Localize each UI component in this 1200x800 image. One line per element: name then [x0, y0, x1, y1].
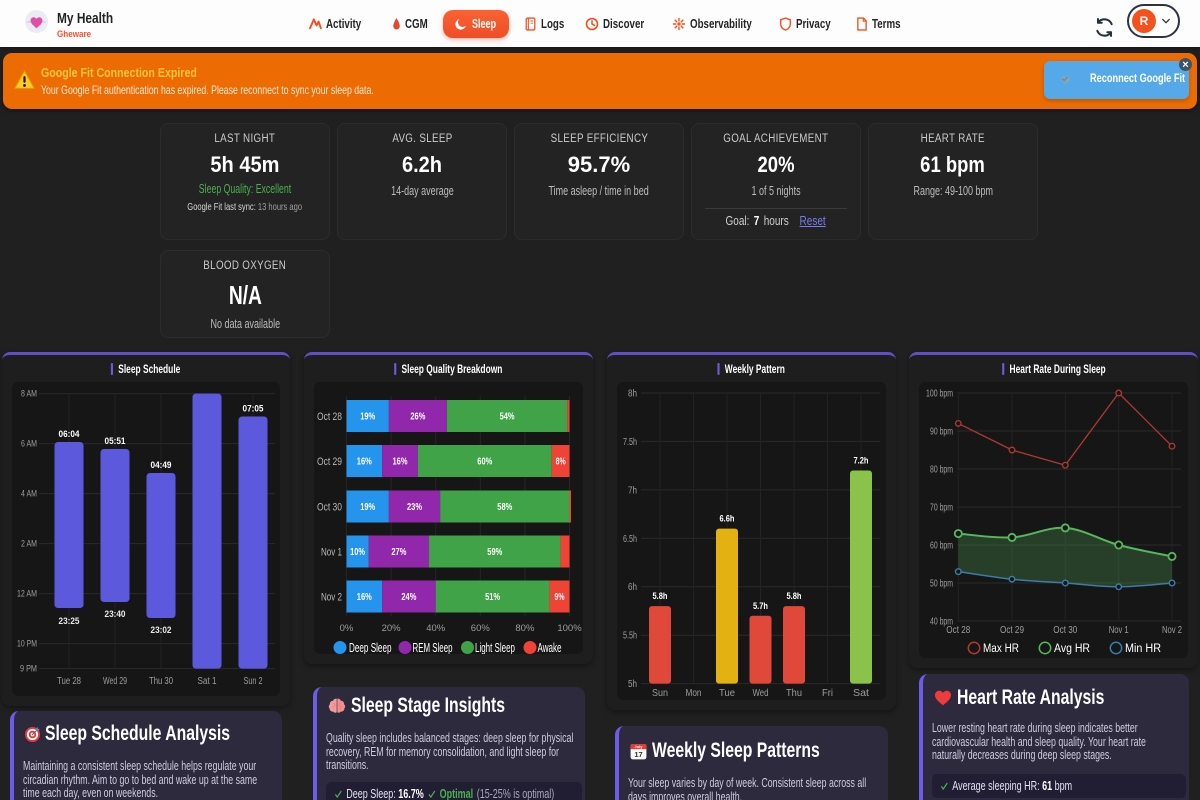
svg-text:Oct 28: Oct 28	[317, 411, 342, 423]
svg-text:27%: 27%	[391, 547, 406, 558]
svg-text:60%: 60%	[477, 457, 492, 468]
svg-text:10 PM: 10 PM	[17, 639, 37, 650]
svg-text:Mon: Mon	[686, 688, 702, 699]
svg-text:2 AM: 2 AM	[21, 539, 37, 550]
svg-text:Nov 1: Nov 1	[1109, 624, 1129, 636]
svg-text:Oct 30: Oct 30	[317, 502, 342, 514]
svg-text:5.8h: 5.8h	[653, 591, 668, 602]
svg-text:Oct 28: Oct 28	[946, 624, 970, 636]
svg-text:4 AM: 4 AM	[21, 489, 37, 500]
svg-text:Nov 1: Nov 1	[321, 547, 342, 559]
svg-text:16%: 16%	[357, 592, 372, 603]
svg-text:54%: 54%	[500, 412, 515, 423]
svg-text:Thu 30: Thu 30	[149, 676, 173, 687]
svg-text:Min HR: Min HR	[1125, 643, 1161, 655]
svg-text:7h: 7h	[628, 485, 637, 496]
svg-text:6h: 6h	[628, 582, 637, 593]
svg-text:Fri: Fri	[822, 688, 833, 699]
svg-text:90 bpm: 90 bpm	[930, 427, 953, 438]
svg-text:58%: 58%	[497, 502, 512, 513]
svg-text:5h: 5h	[628, 679, 637, 690]
svg-text:Oct 29: Oct 29	[317, 456, 342, 468]
svg-text:26%: 26%	[410, 412, 425, 423]
svg-text:19%: 19%	[360, 502, 375, 513]
svg-text:Oct 29: Oct 29	[1000, 624, 1024, 636]
svg-text:24%: 24%	[401, 592, 416, 603]
svg-text:9 PM: 9 PM	[20, 664, 37, 675]
svg-text:07:05: 07:05	[243, 404, 265, 415]
svg-text:Nov 2: Nov 2	[1162, 624, 1182, 636]
svg-text:Awake: Awake	[538, 641, 562, 654]
svg-text:Nov 2: Nov 2	[321, 592, 342, 604]
svg-text:23:40: 23:40	[105, 609, 126, 620]
svg-text:16%: 16%	[357, 457, 372, 468]
svg-text:60%: 60%	[471, 623, 491, 634]
svg-text:Thu: Thu	[786, 688, 802, 699]
svg-text:Tue 28: Tue 28	[57, 676, 81, 687]
svg-text:60 bpm: 60 bpm	[930, 541, 953, 552]
svg-text:6 AM: 6 AM	[21, 439, 37, 450]
svg-text:Sun 2: Sun 2	[244, 676, 263, 687]
svg-text:5.5h: 5.5h	[623, 631, 637, 642]
svg-text:0%: 0%	[340, 623, 354, 634]
svg-text:7.2h: 7.2h	[854, 456, 869, 467]
svg-text:100 bpm: 100 bpm	[926, 389, 953, 400]
svg-text:70 bpm: 70 bpm	[930, 503, 953, 514]
svg-text:Wed: Wed	[753, 688, 769, 699]
svg-text:51%: 51%	[485, 592, 500, 603]
svg-text:7.5h: 7.5h	[623, 437, 637, 448]
svg-text:59%: 59%	[487, 547, 502, 558]
svg-text:23:25: 23:25	[59, 616, 81, 627]
svg-text:8h: 8h	[628, 389, 637, 400]
svg-text:50 bpm: 50 bpm	[930, 579, 953, 590]
svg-text:Avg HR: Avg HR	[1054, 643, 1090, 655]
svg-text:40 bpm: 40 bpm	[930, 617, 953, 628]
svg-text:Sat 1: Sat 1	[198, 676, 217, 687]
svg-text:23%: 23%	[407, 502, 422, 513]
svg-text:06:04: 06:04	[59, 429, 81, 440]
svg-text:5.7h: 5.7h	[753, 601, 768, 612]
svg-text:20%: 20%	[382, 623, 402, 634]
svg-text:10%: 10%	[350, 547, 365, 558]
svg-text:Sat: Sat	[853, 688, 869, 699]
svg-text:16%: 16%	[393, 457, 408, 468]
svg-text:80 bpm: 80 bpm	[930, 465, 953, 476]
svg-text:Wed 29: Wed 29	[103, 676, 127, 687]
svg-text:23:02: 23:02	[151, 625, 172, 636]
svg-text:6.6h: 6.6h	[720, 514, 735, 525]
svg-text:6.5h: 6.5h	[623, 534, 637, 545]
svg-text:40%: 40%	[426, 623, 446, 634]
svg-text:05:51: 05:51	[105, 436, 127, 447]
svg-text:REM Sleep: REM Sleep	[413, 641, 453, 654]
svg-text:Oct 30: Oct 30	[1053, 624, 1077, 636]
svg-text:Max HR: Max HR	[983, 643, 1019, 655]
svg-text:80%: 80%	[515, 623, 535, 634]
svg-text:5.8h: 5.8h	[787, 591, 802, 602]
svg-text:100%: 100%	[557, 623, 582, 634]
svg-text:17: 17	[634, 750, 642, 759]
svg-text:Light Sleep: Light Sleep	[475, 641, 515, 654]
svg-text:12 AM: 12 AM	[17, 589, 37, 600]
svg-text:Tue: Tue	[719, 688, 735, 699]
svg-text:04:49: 04:49	[151, 460, 172, 471]
svg-text:19%: 19%	[360, 412, 375, 423]
svg-text:Deep Sleep: Deep Sleep	[349, 641, 392, 654]
svg-text:8%: 8%	[556, 457, 566, 468]
svg-text:July: July	[635, 744, 644, 749]
svg-text:Sun: Sun	[652, 688, 668, 699]
svg-text:8 AM: 8 AM	[21, 389, 37, 400]
svg-text:9%: 9%	[555, 592, 565, 603]
